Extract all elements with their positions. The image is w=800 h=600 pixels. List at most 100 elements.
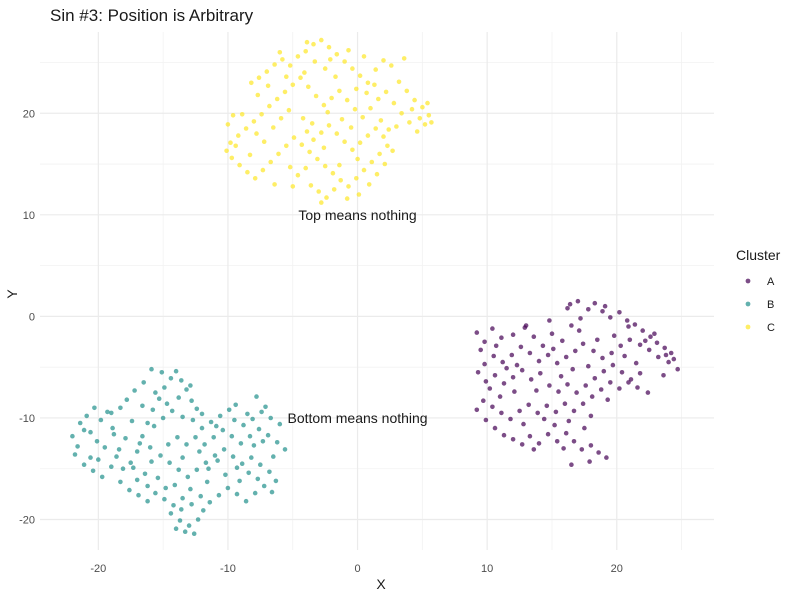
data-point-b [153, 490, 158, 496]
data-point-b [81, 427, 87, 433]
data-point-c [252, 176, 258, 181]
data-point-c [355, 156, 360, 162]
x-axis-title: X [376, 576, 386, 592]
data-point-c [344, 97, 350, 103]
data-point-c [309, 121, 315, 126]
data-point-b [160, 415, 166, 421]
data-point-c [356, 192, 362, 197]
data-point-b [180, 414, 185, 420]
data-point-c [254, 131, 259, 136]
data-point-c [243, 126, 249, 131]
data-point-c [306, 84, 311, 90]
data-point-c [328, 57, 333, 62]
data-point-b [84, 413, 89, 419]
data-point-c [233, 143, 238, 149]
data-point-b [225, 485, 231, 491]
data-point-a [600, 355, 605, 361]
data-point-c [299, 142, 305, 147]
data-point-a [540, 343, 546, 349]
data-point-a [580, 341, 586, 347]
data-point-c [319, 37, 324, 43]
data-point-b [184, 442, 189, 447]
data-point-b [136, 492, 141, 498]
data-point-b [223, 472, 228, 478]
data-point-c [256, 75, 262, 80]
data-point-b [179, 378, 184, 383]
data-point-b [111, 431, 117, 437]
data-point-a [527, 433, 533, 439]
data-point-b [172, 482, 178, 488]
data-point-c [239, 112, 245, 117]
data-point-b [156, 396, 162, 402]
data-point-c [274, 96, 280, 102]
y-tick-label: 0 [29, 311, 35, 323]
data-point-a [551, 346, 556, 352]
grid-major [40, 32, 714, 550]
data-point-b [75, 444, 80, 449]
data-point-a [562, 401, 568, 407]
data-point-a [519, 367, 525, 373]
data-point-a [570, 366, 575, 372]
data-point-a [528, 377, 534, 382]
data-point-b [195, 517, 201, 522]
data-point-c [339, 117, 345, 122]
data-point-c [322, 163, 328, 169]
data-point-b [141, 380, 146, 385]
data-point-c [315, 156, 320, 162]
data-point-c [268, 159, 274, 165]
data-point-a [563, 430, 569, 436]
data-point-c [366, 182, 372, 187]
data-point-c [386, 127, 392, 132]
data-point-a [523, 323, 529, 328]
data-point-b [182, 529, 188, 534]
data-point-c [378, 118, 384, 123]
data-point-b [185, 474, 191, 480]
data-point-b [153, 390, 158, 395]
chart-title: Sin #3: Position is Arbitrary [50, 6, 254, 25]
data-point-a [490, 404, 495, 410]
data-point-c [368, 105, 373, 111]
data-point-a [652, 331, 657, 337]
data-point-b [241, 422, 246, 428]
data-point-a [565, 382, 570, 387]
data-point-b [194, 406, 200, 412]
data-point-c [361, 167, 367, 173]
legend-label-a: A [767, 276, 775, 288]
data-point-a [521, 421, 526, 427]
data-point-c [308, 183, 314, 188]
data-point-c [260, 167, 266, 173]
data-point-a [592, 300, 598, 306]
data-point-c [284, 74, 289, 79]
data-point-b [166, 442, 171, 447]
data-point-a [578, 316, 583, 321]
data-point-b [212, 453, 218, 458]
data-point-c [396, 79, 402, 85]
data-point-a [592, 376, 598, 381]
data-point-a [474, 330, 480, 335]
data-point-a [663, 352, 669, 358]
data-point-b [191, 531, 197, 536]
data-point-a [595, 337, 600, 343]
data-point-a [518, 344, 524, 350]
data-point-b [159, 370, 165, 375]
data-point-b [245, 411, 250, 417]
data-point-b [105, 409, 110, 415]
data-point-a [643, 338, 648, 344]
data-point-b [92, 405, 97, 411]
data-point-c [291, 135, 297, 140]
data-point-b [220, 427, 226, 433]
data-point-a [576, 328, 582, 333]
data-point-a [598, 387, 604, 392]
data-point-a [541, 416, 547, 422]
data-point-c [331, 187, 337, 192]
data-point-b [120, 466, 126, 472]
data-point-a [531, 334, 537, 340]
data-point-b [267, 469, 272, 475]
data-point-c [344, 196, 350, 201]
data-point-c [325, 109, 331, 115]
y-tick-label: -20 [19, 515, 35, 527]
data-point-c [417, 116, 423, 121]
legend-label-c: C [767, 322, 775, 334]
data-point-c [348, 125, 354, 130]
data-point-c [354, 176, 359, 181]
